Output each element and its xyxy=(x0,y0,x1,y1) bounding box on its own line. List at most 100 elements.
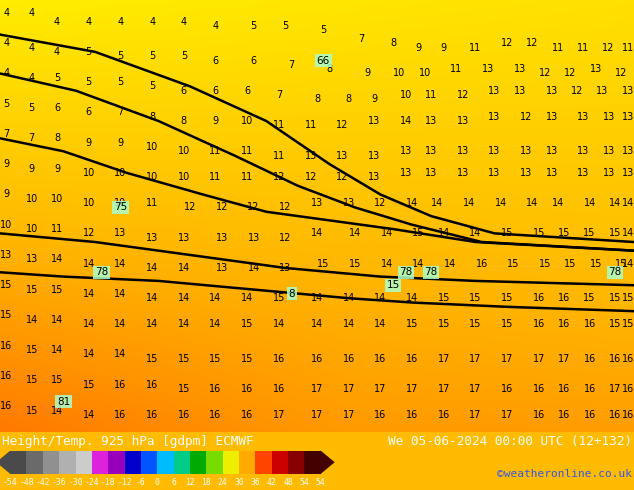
Text: -12: -12 xyxy=(117,478,132,488)
Text: 16: 16 xyxy=(374,354,387,364)
Text: 16: 16 xyxy=(273,384,285,394)
Text: 8: 8 xyxy=(390,38,396,48)
Text: 13: 13 xyxy=(368,116,380,126)
Text: 9: 9 xyxy=(371,95,377,104)
Text: 14: 14 xyxy=(82,289,95,299)
Text: 13: 13 xyxy=(621,168,634,178)
Text: 15: 15 xyxy=(539,259,552,269)
Text: 10: 10 xyxy=(82,168,95,178)
Text: 13: 13 xyxy=(247,233,260,243)
Text: 16: 16 xyxy=(533,384,545,394)
Text: 16: 16 xyxy=(146,410,158,420)
Text: 10: 10 xyxy=(82,198,95,208)
Text: 17: 17 xyxy=(469,410,482,420)
Text: 5: 5 xyxy=(282,21,288,31)
Text: 11: 11 xyxy=(621,43,634,52)
Text: 16: 16 xyxy=(609,354,621,364)
Text: 13: 13 xyxy=(146,233,158,243)
Text: 12: 12 xyxy=(304,172,317,182)
Text: 16: 16 xyxy=(533,319,545,329)
Text: 13: 13 xyxy=(514,86,526,96)
Text: 5: 5 xyxy=(149,81,155,92)
Text: 14: 14 xyxy=(469,228,482,238)
Text: 14: 14 xyxy=(399,116,412,126)
FancyBboxPatch shape xyxy=(223,451,239,474)
Text: 16: 16 xyxy=(583,410,596,420)
Text: 15: 15 xyxy=(583,293,596,303)
Text: 8: 8 xyxy=(288,289,295,299)
Text: 17: 17 xyxy=(437,384,450,394)
Text: 17: 17 xyxy=(374,384,387,394)
Text: 17: 17 xyxy=(609,384,621,394)
Text: 13: 13 xyxy=(577,168,590,178)
Text: 24: 24 xyxy=(218,478,228,488)
Text: 11: 11 xyxy=(425,90,437,100)
Text: 15: 15 xyxy=(25,345,38,355)
Text: 5: 5 xyxy=(117,77,124,87)
Text: 12: 12 xyxy=(374,198,387,208)
FancyBboxPatch shape xyxy=(59,451,75,474)
Text: 13: 13 xyxy=(602,168,615,178)
Text: 5: 5 xyxy=(250,21,257,31)
Text: 6: 6 xyxy=(212,86,219,96)
Text: 10: 10 xyxy=(418,69,431,78)
FancyBboxPatch shape xyxy=(75,451,92,474)
Text: 7: 7 xyxy=(117,107,124,118)
Text: 15: 15 xyxy=(412,228,425,238)
Text: 15: 15 xyxy=(469,319,482,329)
Text: 15: 15 xyxy=(406,319,418,329)
Text: 81: 81 xyxy=(57,397,70,407)
Text: 13: 13 xyxy=(456,146,469,156)
Text: 10: 10 xyxy=(0,220,13,230)
Text: 13: 13 xyxy=(216,233,228,243)
Text: 16: 16 xyxy=(501,384,514,394)
Text: 9: 9 xyxy=(3,159,10,169)
Text: 13: 13 xyxy=(279,263,292,273)
Text: 14: 14 xyxy=(380,228,393,238)
Text: 14: 14 xyxy=(247,263,260,273)
Text: 8: 8 xyxy=(346,95,352,104)
Text: 9: 9 xyxy=(441,43,447,52)
Text: 4: 4 xyxy=(29,43,35,52)
Text: 16: 16 xyxy=(583,384,596,394)
Text: 17: 17 xyxy=(501,410,514,420)
Text: 10: 10 xyxy=(51,194,63,204)
Text: 17: 17 xyxy=(558,354,571,364)
Text: 8: 8 xyxy=(149,112,155,122)
Text: 5: 5 xyxy=(86,77,92,87)
FancyBboxPatch shape xyxy=(157,451,174,474)
Text: 5: 5 xyxy=(320,25,327,35)
FancyBboxPatch shape xyxy=(10,451,27,474)
Text: 10: 10 xyxy=(393,69,406,78)
Text: 4: 4 xyxy=(181,17,187,26)
Text: 8: 8 xyxy=(54,133,60,143)
Text: 16: 16 xyxy=(558,384,571,394)
Text: 14: 14 xyxy=(114,259,127,269)
Text: 15: 15 xyxy=(178,384,190,394)
Text: 15: 15 xyxy=(349,259,361,269)
Text: 11: 11 xyxy=(469,43,482,52)
Text: 10: 10 xyxy=(114,198,127,208)
Text: 12: 12 xyxy=(615,69,628,78)
Text: 14: 14 xyxy=(178,319,190,329)
Text: 15: 15 xyxy=(621,319,634,329)
Text: 14: 14 xyxy=(406,293,418,303)
Text: 13: 13 xyxy=(520,168,533,178)
Text: 6: 6 xyxy=(181,86,187,96)
FancyBboxPatch shape xyxy=(190,451,206,474)
Text: 13: 13 xyxy=(425,168,437,178)
Text: 15: 15 xyxy=(564,259,577,269)
Text: 13: 13 xyxy=(311,198,323,208)
Text: 12: 12 xyxy=(185,478,195,488)
Text: 12: 12 xyxy=(184,202,197,213)
Text: 10: 10 xyxy=(178,172,190,182)
Text: 4: 4 xyxy=(86,17,92,26)
Text: 13: 13 xyxy=(0,250,13,260)
Text: 11: 11 xyxy=(241,146,254,156)
FancyBboxPatch shape xyxy=(108,451,125,474)
Text: 75: 75 xyxy=(114,202,127,213)
Text: 14: 14 xyxy=(437,228,450,238)
Text: 16: 16 xyxy=(0,401,13,411)
Text: 13: 13 xyxy=(336,150,349,161)
Text: 42: 42 xyxy=(267,478,276,488)
